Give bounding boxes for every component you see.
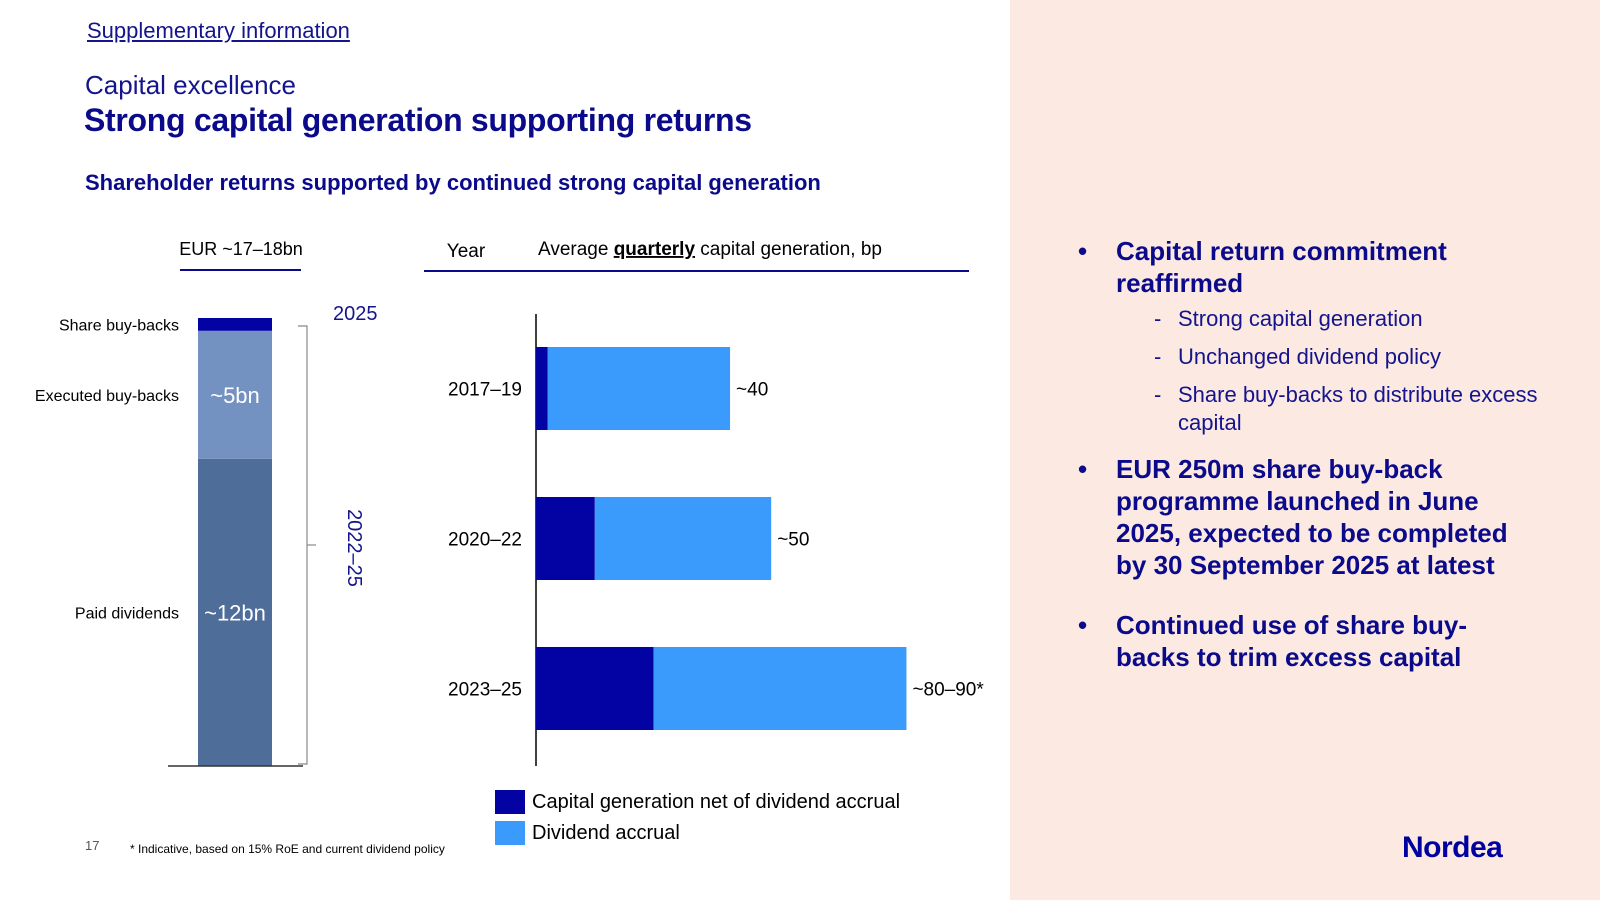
bullet-item: EUR 250m share buy-back programme launch…	[1078, 453, 1538, 581]
category-label: 2023–25	[448, 680, 522, 701]
right-chart-title: Average quarterly capital generation, bp	[538, 239, 882, 260]
section-kicker: Capital excellence	[85, 70, 297, 100]
bar-net-capital-generation	[536, 647, 654, 730]
capital-generation-chart: Year Average quarterly capital generatio…	[424, 239, 984, 766]
segment-name-label: Executed buy-backs	[35, 388, 179, 405]
segment-name-label: Share buy-backs	[59, 317, 179, 334]
bar-dividend-accrual	[547, 347, 731, 430]
buyback-dividend-chart: EUR ~17–18bn Paid dividends ~12bn Executed…	[35, 239, 378, 767]
bullet-item: Continued use of share buy-backs to trim…	[1078, 609, 1538, 673]
bullet-text: Capital return commitment reaffirmed	[1116, 236, 1447, 298]
right-panel	[1010, 0, 1600, 900]
bullet-list: Capital return commitment reaffirmed Str…	[1078, 235, 1538, 673]
left-chart-title: EUR ~17–18bn	[179, 239, 303, 259]
category-label: 2017–19	[448, 380, 522, 401]
sub-bullet-item: Unchanged dividend policy	[1154, 343, 1538, 371]
bracket-outline	[298, 325, 308, 765]
sub-bullet-item: Share buy-backs to distribute excess cap…	[1154, 381, 1538, 437]
legend-item-net: Capital generation net of dividend accru…	[495, 790, 900, 814]
total-label: ~80–90*	[912, 680, 984, 701]
bar-segment-paid-dividends	[198, 458, 272, 766]
chart-subtitle: Shareholder returns supported by continu…	[85, 170, 821, 195]
bar-net-capital-generation	[536, 347, 548, 430]
bar-net-capital-generation	[536, 497, 595, 580]
bracket-label-2025: 2025	[333, 303, 378, 325]
bracket-label-period: 2022–25	[343, 509, 365, 587]
legend-swatch-accrual	[495, 821, 525, 845]
sub-bullet-item: Strong capital generation	[1154, 305, 1538, 333]
page-title: Strong capital generation supporting ret…	[84, 102, 752, 138]
category-label: 2020–22	[448, 530, 522, 551]
sub-bullet-list: Strong capital generation Unchanged divi…	[1116, 305, 1538, 437]
bar-segment-share-buy-backs	[198, 318, 272, 331]
segment-value-label: ~12bn	[204, 600, 266, 625]
bar-dividend-accrual	[653, 647, 907, 730]
footnote: * Indicative, based on 15% RoE and curre…	[130, 842, 445, 856]
bullet-text: Continued use of share buy-backs to trim…	[1116, 610, 1468, 672]
supplementary-link[interactable]: Supplementary information	[87, 18, 350, 43]
bullet-text: EUR 250m share buy-back programme launch…	[1116, 454, 1508, 580]
nordea-logo: Nordea	[1402, 831, 1503, 864]
legend-item-accrual: Dividend accrual	[495, 821, 900, 845]
legend: Capital generation net of dividend accru…	[495, 790, 900, 845]
total-label: ~40	[736, 380, 768, 401]
year-header: Year	[447, 241, 486, 262]
page-number: 17	[85, 838, 100, 853]
legend-label-accrual: Dividend accrual	[532, 821, 680, 844]
bar-segment-executed-buy-backs	[198, 330, 272, 459]
bullet-item: Capital return commitment reaffirmed Str…	[1078, 235, 1538, 437]
bar-dividend-accrual	[594, 497, 772, 580]
legend-swatch-net	[495, 790, 525, 814]
legend-label-net: Capital generation net of dividend accru…	[532, 790, 901, 813]
segment-name-label: Paid dividends	[75, 605, 179, 622]
total-label: ~50	[777, 530, 809, 551]
segment-value-label: ~5bn	[210, 383, 260, 408]
